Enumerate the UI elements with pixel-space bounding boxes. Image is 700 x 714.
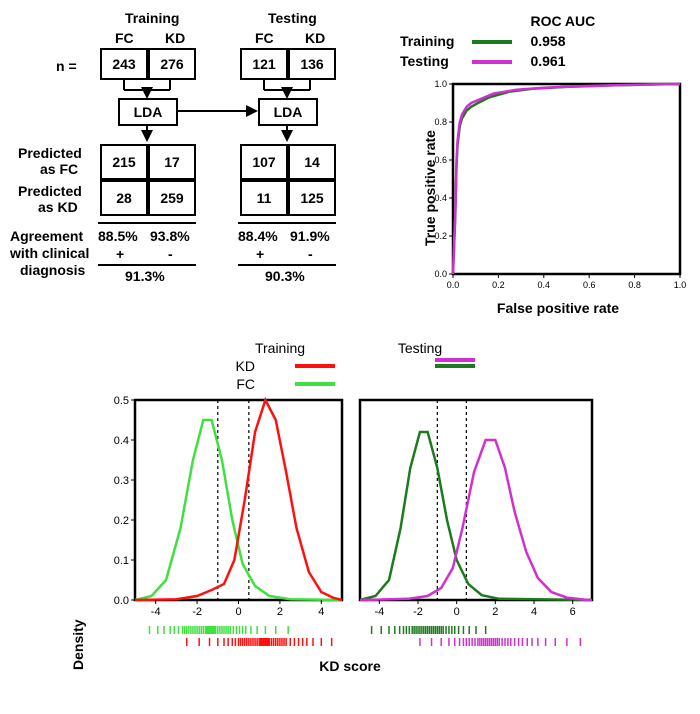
cm-train-kd-kd: 259 (148, 180, 196, 216)
label-agree-2: with clinical (10, 245, 89, 261)
cm-test-kd-kd: 125 (288, 180, 336, 216)
roc-plot: True positive rate 0.00.00.20.20.40.40.6… (428, 76, 688, 296)
svg-text:6: 6 (570, 606, 576, 618)
svg-text:0.0: 0.0 (447, 280, 460, 290)
roc-ylabel: True positive rate (422, 130, 438, 246)
svg-text:0.0: 0.0 (114, 595, 129, 607)
roc-svg: 0.00.00.20.20.40.40.60.60.80.81.01.0 (428, 76, 688, 296)
roc-legend-training-swatch (472, 40, 512, 44)
svg-text:1.0: 1.0 (434, 79, 447, 89)
roc-auc-training: 0.958 (522, 32, 603, 50)
svg-text:0.5: 0.5 (114, 395, 129, 407)
roc-legend-testing-swatch (472, 60, 512, 64)
svg-text:0.0: 0.0 (434, 269, 447, 279)
label-pred-fc-1: Predicted (18, 145, 82, 161)
svg-text:0.2: 0.2 (492, 280, 505, 290)
label-pred-kd-1: Predicted (18, 183, 82, 199)
rule-train-2 (98, 264, 196, 266)
overall-train: 91.3% (125, 268, 165, 284)
density-training-legend: Training KD FC (225, 340, 335, 392)
cm-train-fc-fc: 215 (100, 144, 148, 180)
svg-text:-4: -4 (374, 606, 384, 618)
density-testing-header: Testing (398, 340, 442, 356)
density-rug-svg (100, 624, 600, 654)
agr-test-kd: 91.9% (290, 228, 330, 244)
svg-text:0.1: 0.1 (114, 555, 129, 567)
density-training-svg: -4 -2 0 2 4 0.0 0.1 0.2 0.3 0.4 0.5 (100, 392, 350, 622)
agr-train-fc: 88.5% (98, 228, 138, 244)
svg-text:-2: -2 (192, 606, 202, 618)
svg-text:4: 4 (531, 606, 537, 618)
density-test-kd-swatch (435, 358, 475, 362)
density-testing-plot: -4 -2 0 2 4 6 (350, 392, 600, 622)
svg-text:0: 0 (454, 606, 460, 618)
roc-panel: ROC AUC Training 0.958 Testing 0.961 Tru… (390, 10, 690, 330)
density-xlabel: KD score (10, 658, 690, 674)
svg-text:0.6: 0.6 (583, 280, 596, 290)
density-testing-legend: Testing (365, 340, 475, 392)
svg-text:0.8: 0.8 (628, 280, 641, 290)
svg-text:0.4: 0.4 (114, 435, 129, 447)
cm-test-fc-fc: 107 (240, 144, 288, 180)
plus-test: + (256, 246, 264, 262)
svg-text:2: 2 (277, 606, 283, 618)
density-training-header: Training (255, 340, 305, 356)
minus-test: - (308, 246, 313, 262)
agr-train-kd: 93.8% (150, 228, 190, 244)
cm-train-fc-kd: 17 (148, 144, 196, 180)
cm-train-kd-fc: 28 (100, 180, 148, 216)
rule-train-1 (98, 222, 196, 224)
svg-text:0.8: 0.8 (434, 117, 447, 127)
density-fc-label: FC (225, 376, 255, 392)
rule-test-1 (238, 222, 336, 224)
density-rug-area (100, 624, 600, 654)
svg-text:0.2: 0.2 (114, 515, 129, 527)
density-training-plot: -4 -2 0 2 4 0.0 0.1 0.2 0.3 0.4 0.5 (100, 392, 350, 622)
svg-text:-2: -2 (413, 606, 423, 618)
roc-legend-training-label: Training (392, 32, 462, 50)
roc-auc-title: ROC AUC (522, 12, 603, 30)
density-train-fc-swatch (295, 382, 335, 386)
lda-flow-diagram: Training Testing FC KD FC KD n = 243 276… (10, 10, 370, 330)
svg-text:0.3: 0.3 (114, 475, 129, 487)
roc-auc-testing: 0.961 (522, 52, 603, 70)
svg-text:1.0: 1.0 (674, 280, 687, 290)
density-testing-svg: -4 -2 0 2 4 6 (350, 392, 600, 622)
svg-text:0: 0 (235, 606, 241, 618)
svg-text:2: 2 (492, 606, 498, 618)
label-agree-1: Agreement (10, 228, 83, 244)
density-test-fc-swatch (435, 364, 475, 368)
label-pred-kd-2: as KD (38, 199, 78, 215)
density-train-kd-swatch (295, 364, 335, 368)
rule-test-2 (238, 264, 336, 266)
roc-legend-testing-label: Testing (392, 52, 462, 70)
label-agree-3: diagnosis (20, 262, 85, 278)
density-kd-label: KD (225, 358, 255, 374)
svg-text:-4: -4 (151, 606, 161, 618)
plus-train: + (116, 246, 124, 262)
agr-test-fc: 88.4% (238, 228, 278, 244)
cm-test-fc-kd: 14 (288, 144, 336, 180)
cm-test-kd-fc: 11 (240, 180, 288, 216)
svg-text:0.4: 0.4 (538, 280, 551, 290)
svg-text:4: 4 (318, 606, 324, 618)
overall-test: 90.3% (265, 268, 305, 284)
density-panel: Density Training KD FC Testing (10, 340, 690, 674)
minus-train: - (168, 246, 173, 262)
label-pred-fc-2: as FC (40, 161, 78, 177)
roc-xlabel: False positive rate (428, 300, 688, 316)
density-ylabel: Density (70, 619, 86, 670)
roc-legend: ROC AUC Training 0.958 Testing 0.961 (390, 10, 605, 72)
